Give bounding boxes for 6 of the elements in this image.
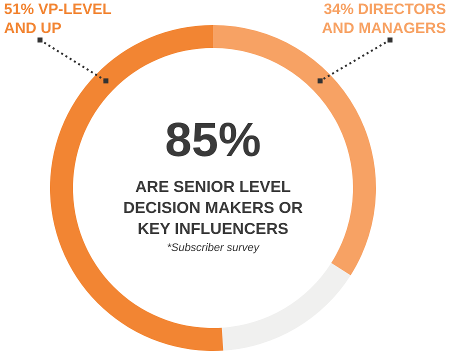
slice-label: 34% DIRECTORS AND MANAGERS [322, 1, 446, 37]
text: 85% [164, 114, 262, 167]
donut-slice [222, 263, 351, 351]
text: *Subscriber survey [166, 242, 261, 254]
slice-label: 51% VP-LEVEL AND UP [4, 1, 112, 37]
text: ARE SENIOR LEVEL DECISION MAKERS OR KEY INFLUENCERS [123, 179, 304, 238]
